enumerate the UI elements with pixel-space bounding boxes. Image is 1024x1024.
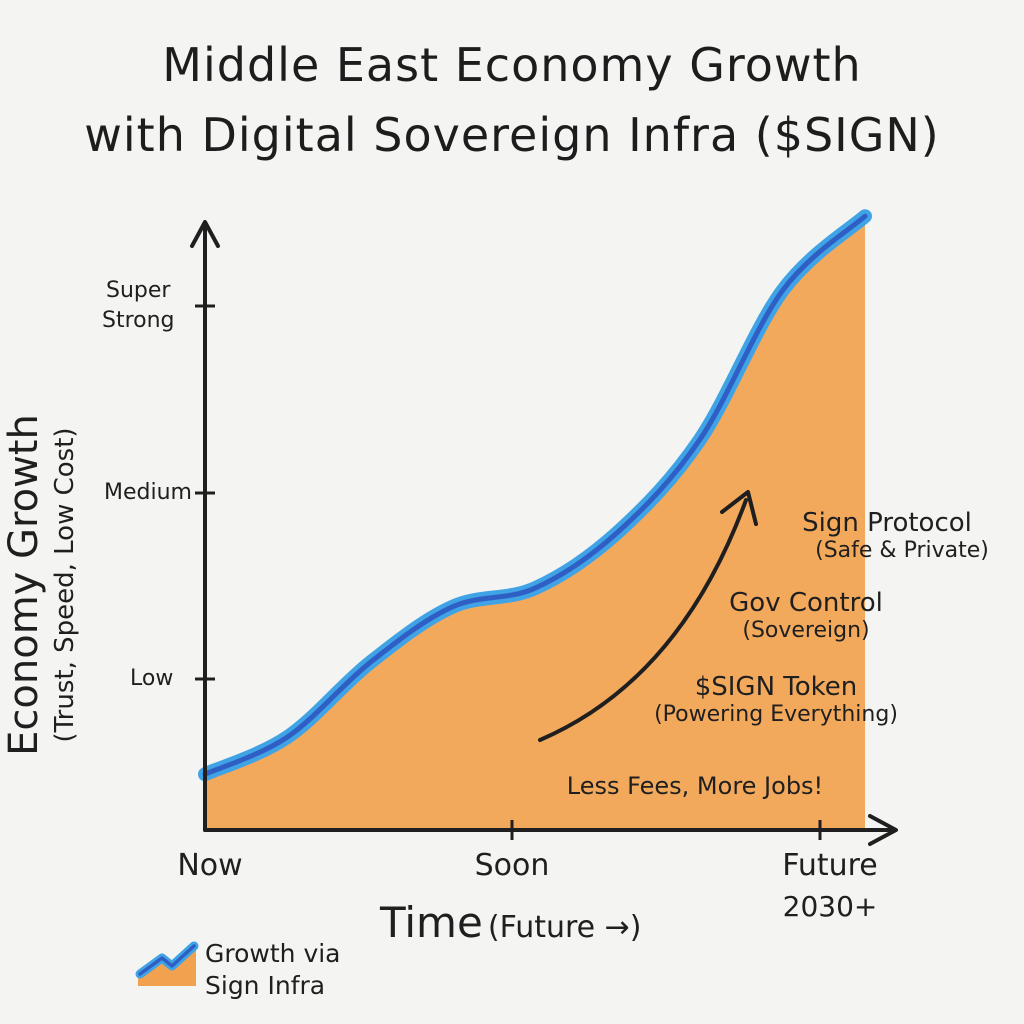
x-axis-title: Time (Future →) — [380, 898, 740, 947]
x-axis-title-main: Time — [380, 898, 483, 947]
legend-label-line1: Growth via — [205, 939, 341, 968]
y-axis-title-main: Economy Growth — [1, 414, 47, 756]
x-axis-title-note: (Future →) — [487, 910, 642, 945]
y-tick-label-low: Low — [130, 666, 174, 691]
chart-title-line2: with Digital Sovereign Infra ($SIGN) — [84, 108, 940, 162]
annotation-gov-control-main: Gov Control — [729, 588, 883, 618]
annotation-sign-protocol-sub: (Safe & Private) — [815, 538, 989, 563]
chart-title-line1: Middle East Economy Growth — [162, 38, 862, 92]
growth-line — [202, 213, 868, 777]
annotation-sign-protocol-main: Sign Protocol — [802, 508, 972, 538]
y-tick-label-medium: Medium — [104, 480, 192, 505]
x-axis-arrow — [868, 814, 898, 846]
x-tick-label-2030: 2030+ — [782, 890, 878, 923]
legend-label-line2: Sign Infra — [205, 971, 326, 1000]
annotation-less-fees: Less Fees, More Jobs! — [566, 772, 824, 800]
growth-annotation-arrow — [538, 498, 748, 742]
x-tick-label-now: Now — [177, 848, 243, 883]
x-tick-label-soon: Soon — [474, 848, 550, 883]
y-axis-title: Economy Growth (Trust, Speed, Low Cost) — [0, 375, 120, 795]
legend-swatch — [135, 941, 199, 986]
annotation-gov-control: Gov Control (Sovereign) — [706, 588, 906, 643]
annotation-gov-control-sub: (Sovereign) — [742, 618, 870, 643]
y-axis-arrow — [190, 220, 220, 248]
annotation-sign-token-sub: (Powering Everything) — [654, 702, 898, 727]
y-tick-label-super-line1: Super — [106, 278, 171, 303]
annotation-sign-protocol: Sign Protocol (Safe & Private) — [772, 508, 1002, 563]
annotation-sign-token-main: $SIGN Token — [694, 672, 858, 702]
growth-annotation-arrowhead — [720, 490, 758, 526]
x-tick-label-future: Future — [782, 848, 878, 883]
legend-label: Growth via Sign Infra — [205, 938, 341, 1002]
y-axis-title-note: (Trust, Speed, Low Cost) — [50, 427, 80, 743]
y-tick-label-super-line2: Strong — [102, 308, 175, 333]
growth-area-fill — [205, 216, 865, 830]
annotation-sign-token: $SIGN Token (Powering Everything) — [636, 672, 916, 727]
